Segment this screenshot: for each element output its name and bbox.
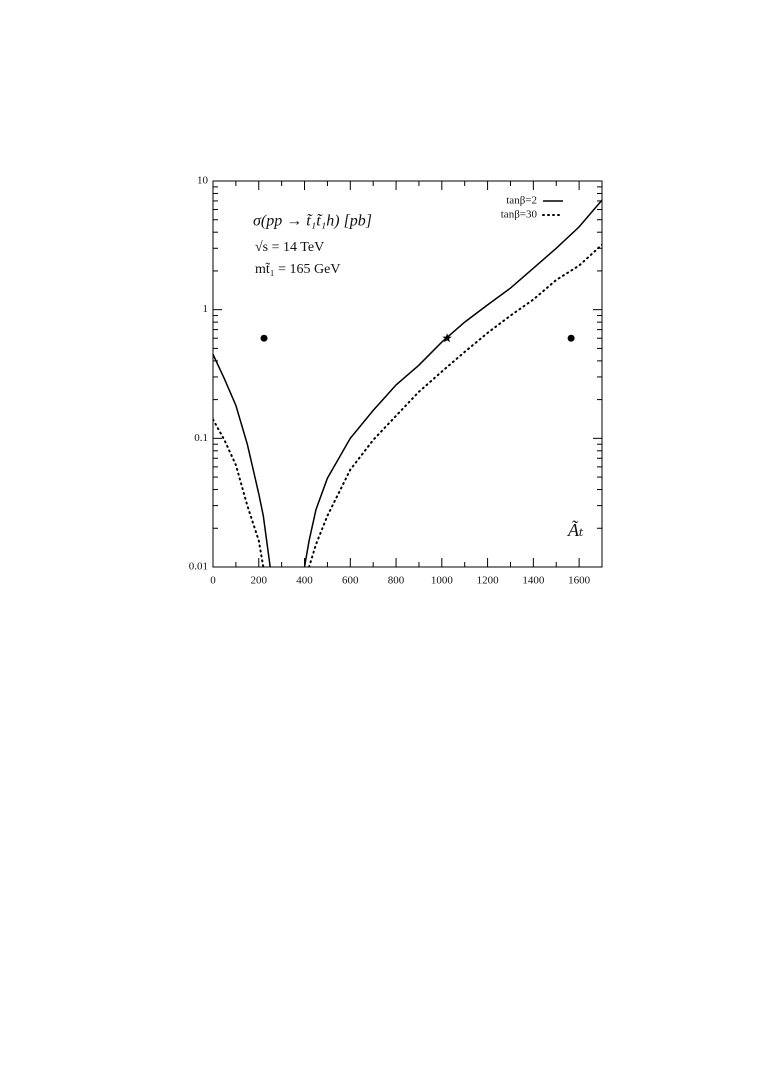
x-tick-label: 1200 (477, 575, 500, 587)
legend-label: tanβ=2 (506, 195, 537, 207)
plot-frame (212, 180, 603, 568)
y-tick-label: 0.01 (189, 561, 208, 573)
marker-dot (260, 334, 268, 342)
series-line (213, 243, 602, 567)
x-tick-label: 200 (251, 575, 268, 587)
series-line (213, 199, 602, 567)
marker-star (442, 333, 452, 343)
y-tick-label: 0.1 (194, 432, 208, 444)
x-axis-label: Ãₜ (567, 520, 584, 540)
x-tick-label: 400 (296, 575, 313, 587)
x-tick-label: 0 (210, 575, 216, 587)
x-tick-label: 1600 (568, 575, 591, 587)
legend-label: tanβ=30 (501, 209, 538, 221)
annotation: mt̃₁ = 165 GeV (255, 262, 341, 277)
annotation: σ(pp → t̃₁t̃₁h) [pb] (253, 213, 372, 230)
annotation: √s = 14 TeV (255, 240, 324, 255)
y-tick-label: 10 (197, 175, 209, 187)
x-tick-label: 1000 (431, 575, 454, 587)
y-tick-label: 1 (203, 303, 209, 315)
marker-dot (567, 334, 575, 342)
x-tick-label: 800 (388, 575, 405, 587)
x-tick-label: 1400 (522, 575, 545, 587)
x-tick-label: 600 (342, 575, 359, 587)
